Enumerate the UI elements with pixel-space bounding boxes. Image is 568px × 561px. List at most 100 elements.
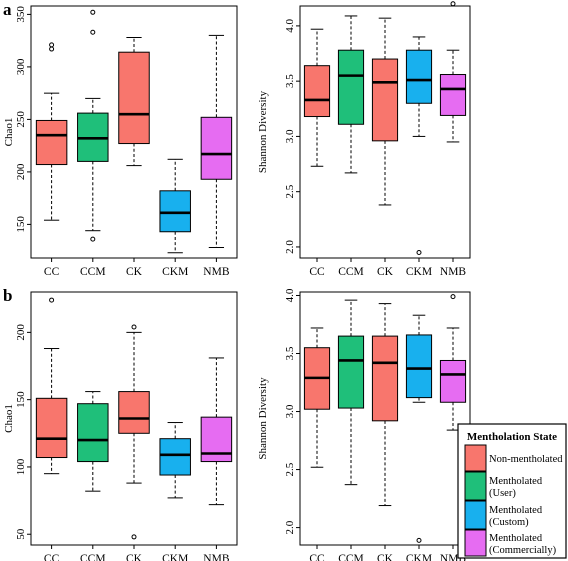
chart-a-shannon: 2.0 2.5 3.0 3.5 4.0 Shannon Diversity CC CCM CK C… (257, 1, 471, 278)
outlier-point (131, 534, 137, 540)
legend-label: Mentholated (489, 476, 543, 487)
panel-label-a: a (3, 0, 12, 19)
box-nmb (439, 1, 467, 143)
y-axis-label: Chao1 (3, 404, 15, 433)
box-iqr (159, 438, 191, 476)
box-iqr (159, 190, 191, 233)
x-tick-label: CCM (338, 553, 364, 561)
legend-label: Non-mentholated (489, 454, 563, 465)
box-ck (371, 303, 399, 507)
y-tick-label: 150 (15, 391, 27, 408)
box-ck (118, 37, 150, 167)
x-tick-label: NMB (203, 266, 230, 278)
box-iqr (439, 359, 467, 403)
y-tick-label: 350 (15, 6, 27, 23)
outlier-point (90, 29, 96, 35)
legend: Mentholation State Non-mentholated Mentho… (457, 423, 567, 559)
box-nmb (200, 34, 233, 248)
box-iqr (371, 335, 399, 422)
box-iqr (337, 49, 365, 125)
box-iqr (35, 397, 68, 459)
outlier-point (49, 46, 55, 52)
y-tick-label: 200 (15, 163, 27, 180)
y-axis-label: Shannon Diversity (257, 377, 269, 460)
x-tick-label: CKM (406, 553, 432, 561)
legend-swatch (464, 444, 487, 472)
box-ccm (77, 9, 109, 242)
box-iqr (337, 335, 365, 409)
y-tick-label: 4.0 (284, 19, 296, 33)
box-iqr (35, 119, 68, 166)
y-tick-label: 2.0 (284, 240, 296, 254)
legend-entry: Mentholated(User) (464, 471, 543, 501)
y-tick-label: 100 (15, 458, 27, 475)
x-tick-label: NMB (440, 266, 467, 278)
legend-label: (Custom) (489, 517, 529, 528)
box-ckm (159, 158, 191, 254)
y-tick-label: 2.0 (284, 520, 296, 534)
box-cc (35, 42, 68, 221)
box-iqr (405, 334, 433, 399)
y-tick-label: 200 (15, 324, 27, 341)
x-tick-label: CK (126, 266, 143, 278)
x-tick-label: CCM (80, 266, 106, 278)
x-tick-label: CKM (162, 553, 188, 561)
outlier-point (90, 9, 96, 15)
x-tick-label: NMB (440, 553, 467, 561)
box-iqr (118, 391, 150, 434)
legend-title: Mentholation State (467, 431, 557, 443)
box-iqr (77, 403, 109, 463)
outlier-point (131, 324, 137, 330)
legend-entry: Mentholated(Commercially) (464, 529, 557, 557)
box-ck (118, 324, 150, 540)
legend-entry: Mentholated(Custom) (464, 500, 543, 530)
y-axis-label: Chao1 (3, 118, 15, 147)
box-nmb (200, 357, 233, 506)
box-iqr (371, 58, 399, 142)
outlier-point (90, 236, 96, 242)
legend-label: Mentholated (489, 505, 543, 516)
legend-label: Mentholated (489, 533, 543, 544)
box-cc (303, 327, 331, 468)
outlier-point (416, 537, 422, 543)
legend-swatch (464, 471, 487, 501)
box-ccm (337, 299, 365, 486)
y-tick-label: 50 (15, 528, 27, 540)
legend-entry: Non-mentholated (464, 444, 563, 472)
x-tick-label: CCM (338, 266, 364, 278)
x-tick-label: CCM (80, 553, 106, 561)
legend-label: (User) (489, 488, 516, 499)
x-tick-label: CC (309, 266, 325, 278)
box-ck (371, 17, 399, 206)
box-iqr (200, 116, 233, 180)
box-ccm (337, 15, 365, 174)
outlier-point (416, 249, 422, 255)
box-iqr (405, 49, 433, 104)
legend-swatch (464, 529, 487, 557)
outlier-point (450, 1, 456, 7)
y-tick-label: 3.0 (284, 404, 296, 418)
legend-swatch (464, 500, 487, 530)
y-tick-label: 150 (15, 216, 27, 233)
y-tick-label: 2.5 (284, 184, 296, 198)
y-tick-label: 3.5 (284, 346, 296, 360)
box-ccm (77, 391, 109, 492)
x-tick-label: CK (377, 266, 394, 278)
y-tick-label: 250 (15, 111, 27, 128)
box-iqr (118, 51, 150, 145)
legend-label: (Commercially) (489, 545, 557, 556)
box-nmb (439, 294, 467, 431)
outlier-point (49, 297, 55, 303)
box-ckm (405, 314, 433, 543)
x-tick-label: CKM (162, 266, 188, 278)
x-tick-label: CC (44, 553, 60, 561)
box-iqr (200, 416, 233, 463)
box-cc (35, 297, 68, 475)
y-tick-label: 4.0 (284, 288, 296, 302)
x-tick-label: CKM (406, 266, 432, 278)
box-cc (303, 28, 331, 167)
y-tick-label: 2.5 (284, 462, 296, 476)
outlier-point (49, 42, 55, 48)
panel-label-b: b (3, 286, 12, 305)
